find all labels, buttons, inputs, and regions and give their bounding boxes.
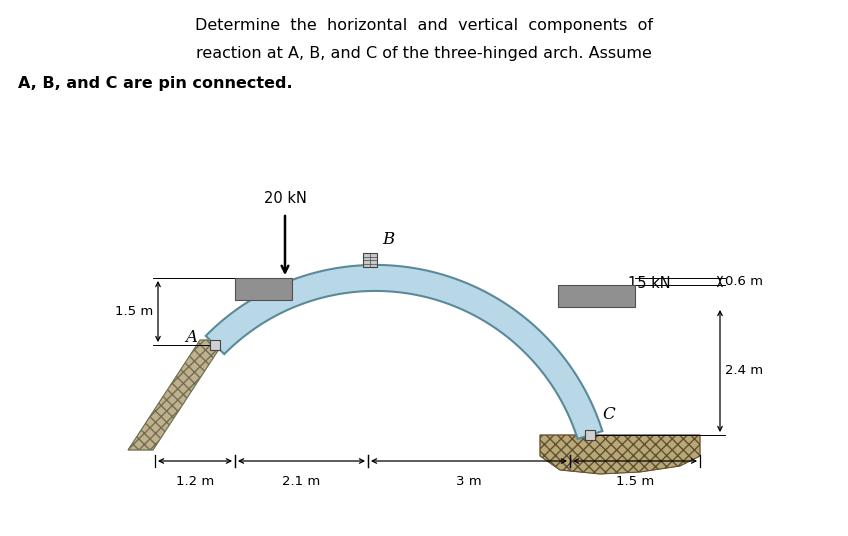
Text: 3 m: 3 m: [456, 475, 482, 488]
Text: 15 kN: 15 kN: [628, 276, 671, 291]
Text: 1.5 m: 1.5 m: [114, 305, 153, 318]
Text: 1.2 m: 1.2 m: [176, 475, 215, 488]
Text: reaction at A, B, and C of the three-hinged arch. Assume: reaction at A, B, and C of the three-hin…: [196, 46, 652, 61]
Text: C: C: [602, 406, 615, 423]
Text: Determine  the  horizontal  and  vertical  components  of: Determine the horizontal and vertical co…: [195, 18, 653, 33]
Polygon shape: [235, 278, 292, 300]
Text: 2.1 m: 2.1 m: [282, 475, 321, 488]
Polygon shape: [206, 265, 602, 439]
Bar: [210, 340, 220, 350]
Bar: [585, 430, 595, 440]
Polygon shape: [558, 285, 635, 307]
Text: 2.4 m: 2.4 m: [725, 364, 763, 377]
Text: B: B: [382, 231, 394, 248]
Text: 20 kN: 20 kN: [264, 191, 306, 206]
Bar: [363, 253, 377, 267]
Polygon shape: [540, 435, 700, 474]
Polygon shape: [128, 340, 225, 450]
Text: 0.6 m: 0.6 m: [725, 275, 763, 288]
Text: A, B, and C are pin connected.: A, B, and C are pin connected.: [18, 76, 293, 91]
Text: 1.5 m: 1.5 m: [616, 475, 654, 488]
Text: A: A: [185, 329, 197, 346]
